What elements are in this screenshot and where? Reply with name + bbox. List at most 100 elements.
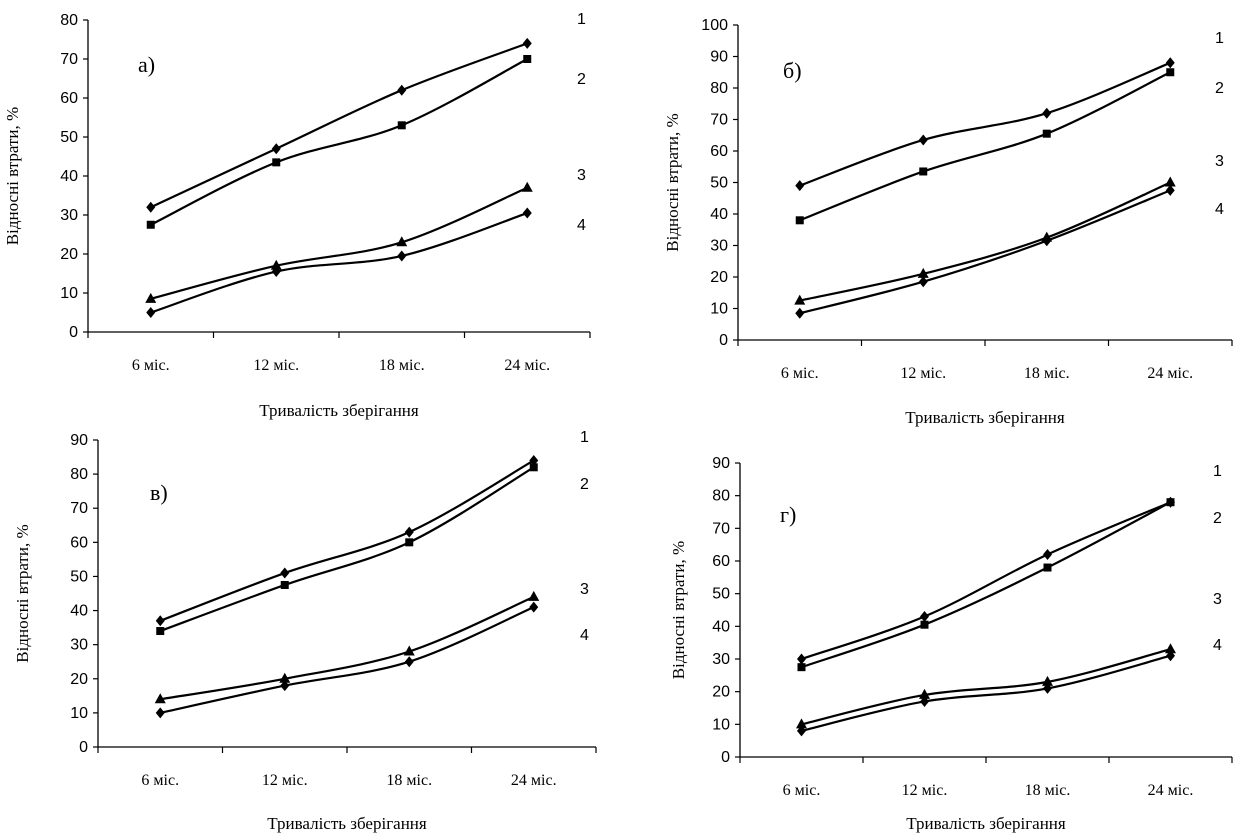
diamond-marker xyxy=(1165,184,1175,196)
triangle-marker xyxy=(794,294,806,305)
x-tick-label: 6 міс. xyxy=(141,772,179,789)
diamond-marker xyxy=(271,143,281,155)
square-marker xyxy=(280,580,289,589)
y-tick-label: 30 xyxy=(712,651,730,668)
triangle-marker xyxy=(396,236,408,247)
square-marker xyxy=(523,55,532,63)
diamond-marker xyxy=(920,695,929,707)
triangle-marker xyxy=(279,672,291,683)
square-marker xyxy=(397,121,406,130)
series-line xyxy=(160,606,535,714)
diamond-marker xyxy=(146,307,156,318)
y-tick-label: 70 xyxy=(60,51,78,68)
y-tick-label: 70 xyxy=(710,112,728,129)
diamond-marker xyxy=(146,201,156,213)
triangle-marker xyxy=(1042,675,1053,686)
square-marker xyxy=(1166,68,1175,77)
triangle-marker xyxy=(796,718,807,729)
series-4: 4 xyxy=(795,184,1224,319)
series-1: 1 xyxy=(795,30,1224,192)
panel-label: б) xyxy=(783,58,802,83)
x-tick-label: 6 міс. xyxy=(781,365,819,382)
y-axis-title: Відносні втрати, % xyxy=(13,524,32,662)
y-tick-label: 0 xyxy=(69,324,78,341)
square-marker xyxy=(272,158,281,167)
y-tick-label: 70 xyxy=(712,520,730,537)
panel-label: г) xyxy=(780,502,796,527)
square-marker xyxy=(797,663,806,672)
diamond-marker xyxy=(155,615,165,627)
x-tick-label: 24 міс. xyxy=(1147,365,1193,382)
series-label: 2 xyxy=(1213,510,1222,527)
series-4: 4 xyxy=(146,207,586,318)
triangle-marker xyxy=(1165,643,1176,654)
y-tick-label: 80 xyxy=(712,488,730,505)
y-tick-label: 60 xyxy=(710,143,728,160)
square-marker xyxy=(1042,129,1051,138)
y-tick-label: 20 xyxy=(710,269,728,286)
square-marker xyxy=(405,538,414,547)
y-tick-label: 10 xyxy=(60,285,78,302)
x-axis-title: Тривалість зберігання xyxy=(259,401,419,420)
y-tick-label: 20 xyxy=(712,684,730,701)
series-label: 4 xyxy=(577,217,586,234)
x-tick-label: 24 міс. xyxy=(511,772,557,789)
series-line xyxy=(159,466,535,633)
diamond-marker xyxy=(1043,682,1052,694)
series-label: 3 xyxy=(1215,153,1224,170)
y-tick-label: 60 xyxy=(60,90,78,107)
series-line xyxy=(801,648,1171,726)
y-tick-label: 90 xyxy=(710,49,728,66)
diamond-marker xyxy=(522,37,532,49)
series-line xyxy=(801,654,1171,732)
x-tick-label: 12 міс. xyxy=(262,772,308,789)
y-tick-label: 50 xyxy=(70,568,88,585)
y-axis-title: Відносні втрати, % xyxy=(663,113,682,251)
square-marker xyxy=(146,220,155,229)
series-label: 2 xyxy=(1215,80,1224,97)
y-tick-label: 50 xyxy=(60,129,78,146)
triangle-marker xyxy=(145,292,157,303)
y-tick-label: 100 xyxy=(701,17,728,34)
x-tick-label: 6 міс. xyxy=(132,357,170,374)
series-label: 4 xyxy=(1213,637,1222,654)
series-line xyxy=(801,501,1171,661)
y-tick-label: 30 xyxy=(60,207,78,224)
series-2: 2 xyxy=(146,55,586,229)
x-tick-label: 18 міс. xyxy=(1024,365,1070,382)
y-tick-label: 40 xyxy=(60,168,78,185)
series-label: 1 xyxy=(1215,30,1224,47)
square-marker xyxy=(1166,498,1175,507)
diamond-marker xyxy=(795,307,805,319)
triangle-marker xyxy=(154,693,166,704)
y-tick-label: 10 xyxy=(710,301,728,318)
diamond-marker xyxy=(397,250,407,262)
y-tick-label: 50 xyxy=(712,586,730,603)
series-line xyxy=(801,501,1172,669)
series-2: 2 xyxy=(795,68,1224,225)
series-line xyxy=(799,61,1171,187)
chart-panel-1: 0 10 20 30 40 50 60 70 80 6 міс. 12 міс. 18 міс. 24 … xyxy=(3,11,591,420)
diamond-marker xyxy=(1043,548,1052,560)
diamond-marker xyxy=(918,276,928,288)
series-label: 2 xyxy=(580,476,589,493)
series-3: 3 xyxy=(154,581,589,704)
series-2: 2 xyxy=(156,463,589,636)
x-axis-title: Тривалість зберігання xyxy=(905,408,1065,427)
series-line xyxy=(150,42,528,209)
x-tick-label: 24 міс. xyxy=(1148,782,1194,799)
x-axis-title: Тривалість зберігання xyxy=(906,814,1066,833)
diamond-marker xyxy=(1042,107,1052,119)
y-tick-label: 10 xyxy=(712,716,730,733)
series-3: 3 xyxy=(145,167,586,303)
diamond-marker xyxy=(797,725,806,737)
square-marker xyxy=(156,627,165,636)
x-axis-title: Тривалість зберігання xyxy=(267,814,427,833)
y-tick-label: 80 xyxy=(710,80,728,97)
y-tick-label: 20 xyxy=(70,671,88,688)
triangle-marker xyxy=(270,259,282,270)
y-tick-label: 40 xyxy=(70,603,88,620)
chart-panel-4: 0 10 20 30 40 50 60 70 80 90 6 міс. 12 міс. 18 міс. 2… xyxy=(669,455,1233,833)
series-line xyxy=(799,71,1171,222)
triangle-marker xyxy=(528,590,540,601)
